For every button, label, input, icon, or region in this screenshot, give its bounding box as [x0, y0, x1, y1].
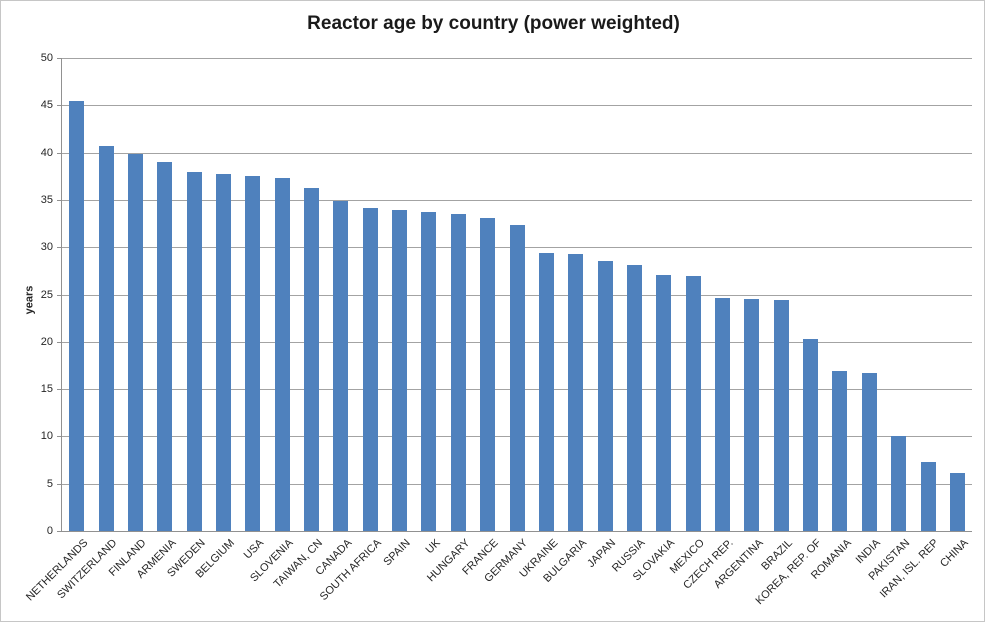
bar-spain [392, 210, 408, 531]
bar-argentina [744, 299, 760, 531]
bar-uk [421, 212, 437, 531]
bar-brazil [773, 300, 789, 531]
bar-switzerland [98, 146, 114, 531]
y-axis-tick [57, 199, 62, 201]
y-axis-tick [57, 531, 62, 532]
plot-area [62, 58, 972, 531]
y-axis-label: 0 [46, 525, 53, 537]
x-axis-label: USA [241, 537, 267, 562]
bar-belgium [216, 174, 231, 531]
bar-slovenia [274, 178, 290, 531]
bar-hungary [450, 214, 466, 531]
bar-pakistan [891, 435, 907, 531]
y-axis-tick [57, 294, 62, 296]
bar-korea-rep-of [803, 339, 818, 531]
bar-taiwan-cn [304, 187, 319, 531]
bar-czech-rep- [715, 298, 730, 531]
y-axis-label: 35 [40, 193, 53, 206]
bar-finland [127, 153, 143, 531]
y-axis-tick [57, 152, 62, 154]
y-axis-label: 25 [40, 288, 53, 301]
bar-canada [333, 200, 349, 531]
y-axis-tick [57, 341, 62, 343]
y-axis-label: 50 [40, 52, 53, 64]
bar-china [949, 473, 965, 531]
y-axis-label: 45 [40, 99, 53, 112]
x-axis-labels: NETHERLANDS SWITZERLAND FINLAND ARMENIA SWED… [24, 537, 972, 621]
bar-bulgaria [568, 253, 584, 531]
bar-france [480, 217, 496, 531]
y-axis-tick [57, 58, 62, 59]
y-axis-label: 15 [40, 383, 53, 396]
bar-south-africa [362, 208, 378, 531]
bar-russia [626, 265, 642, 531]
bar-india [861, 373, 877, 531]
gridline-35 [62, 199, 972, 201]
bar-armenia [157, 162, 173, 531]
y-axis-tick [57, 436, 62, 438]
y-axis-tick [57, 105, 62, 107]
gridline-50 [62, 58, 972, 59]
y-axis-label: 30 [40, 241, 53, 254]
bar-sweden [186, 171, 202, 531]
gridline-40 [62, 152, 972, 154]
x-axis-label: SPAIN [381, 537, 414, 569]
x-axis-label: CHINA [938, 537, 971, 570]
bar-ukraine [538, 252, 554, 531]
y-axis-label: 10 [40, 430, 53, 443]
chart-title: Reactor age by country (power weighted) [307, 13, 680, 34]
bar-usa [245, 176, 261, 531]
y-axis-tick [57, 483, 62, 485]
x-axis-line [57, 531, 972, 532]
y-axis-label: 20 [40, 335, 53, 348]
bar-romania [832, 371, 848, 531]
y-axis-label: 5 [46, 477, 53, 490]
y-axis-label: 40 [40, 146, 53, 159]
bar-germany [509, 224, 525, 531]
y-axis-tick [57, 247, 62, 249]
bar-japan [597, 261, 613, 531]
bar-slovakia [656, 274, 672, 531]
bar-mexico [685, 275, 701, 531]
x-axis-label: UK [423, 537, 443, 557]
bar-iran-isl-rep [920, 461, 936, 531]
bar-netherlands [69, 100, 85, 531]
y-axis-tick [57, 389, 62, 391]
gridline-45 [62, 105, 972, 107]
